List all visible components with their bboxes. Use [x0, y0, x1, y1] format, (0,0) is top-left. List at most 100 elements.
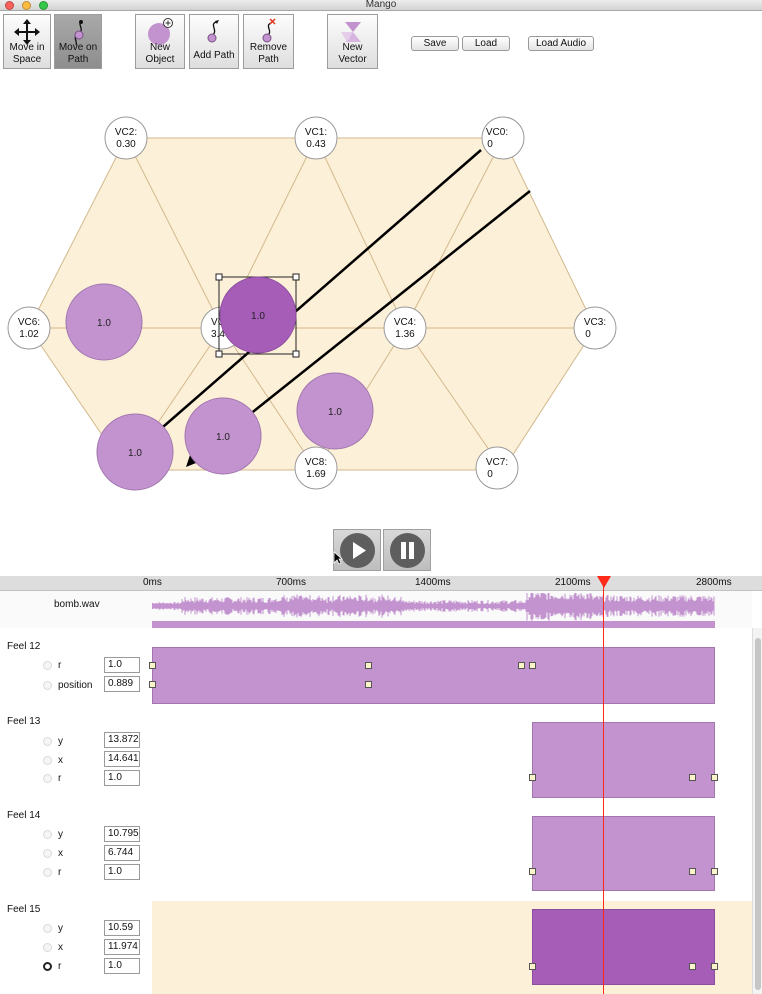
- vector-node-vc1[interactable]: VC1: 0.43: [294, 116, 338, 160]
- pause-icon: [390, 533, 425, 568]
- new-object-label: New Object: [136, 42, 184, 66]
- feel-clip[interactable]: [152, 647, 715, 704]
- resize-handle[interactable]: [215, 350, 223, 358]
- vector-node-vc3[interactable]: VC3: 0: [573, 306, 617, 350]
- new-object-button[interactable]: New Object: [135, 14, 185, 69]
- feel-object-selected[interactable]: 1.0: [215, 273, 300, 358]
- add-path-button[interactable]: Add Path: [189, 14, 239, 69]
- param-value-field[interactable]: 1.0: [104, 657, 140, 673]
- feel-clip[interactable]: [532, 722, 715, 798]
- minimize-window-button[interactable]: [22, 1, 31, 10]
- vc0-value: 0: [487, 139, 493, 150]
- param-value-field[interactable]: 0.889: [104, 676, 140, 692]
- playhead-marker-icon[interactable]: [597, 576, 611, 589]
- move-in-space-button[interactable]: Move in Space: [3, 14, 51, 69]
- vector-node-vc0[interactable]: VC0: 0: [481, 116, 525, 160]
- vc1-value: 0.43: [306, 139, 326, 150]
- keyframe[interactable]: [365, 662, 372, 669]
- save-button[interactable]: Save: [411, 36, 459, 51]
- feel-object[interactable]: 1.0: [296, 372, 374, 450]
- param-radio-selected[interactable]: [43, 962, 52, 971]
- keyframe[interactable]: [711, 963, 718, 970]
- vector-node-vc6[interactable]: VC6: 1.02: [7, 306, 51, 350]
- keyframe[interactable]: [711, 774, 718, 781]
- vector-node-vc8[interactable]: VC8: 1.69: [294, 446, 338, 490]
- param-radio[interactable]: [43, 756, 52, 765]
- param-value-field[interactable]: 10.59: [104, 920, 140, 936]
- param-name: x: [58, 942, 63, 953]
- keyframe[interactable]: [689, 963, 696, 970]
- vector-node-vc2[interactable]: VC2: 0.30: [104, 116, 148, 160]
- remove-path-button[interactable]: Remove Path: [243, 14, 294, 69]
- audio-waveform[interactable]: [152, 593, 715, 629]
- feel-clip[interactable]: [532, 909, 715, 985]
- param-value-field[interactable]: 1.0: [104, 958, 140, 974]
- vc8-name: VC8:: [305, 457, 327, 468]
- param-name: y: [58, 736, 63, 747]
- resize-handle[interactable]: [292, 350, 300, 358]
- vc8-value: 1.69: [306, 469, 326, 480]
- param-value-field[interactable]: 1.0: [104, 770, 140, 786]
- move-arrows-icon: [14, 19, 40, 45]
- path-move-icon: [74, 20, 84, 46]
- move-on-path-button[interactable]: Move on Path: [54, 14, 102, 69]
- load-audio-button[interactable]: Load Audio: [528, 36, 594, 51]
- load-button[interactable]: Load: [462, 36, 510, 51]
- new-vector-button[interactable]: New Vector: [327, 14, 378, 69]
- feel-object-label: 1.0: [97, 318, 111, 329]
- play-button[interactable]: [333, 529, 381, 571]
- tick-label: 700ms: [276, 577, 307, 588]
- keyframe[interactable]: [529, 774, 536, 781]
- vc6-name: VC6:: [18, 317, 40, 328]
- play-icon: [340, 533, 375, 568]
- param-value-field[interactable]: 11.974: [104, 939, 140, 955]
- param-value-field[interactable]: 13.872: [104, 732, 140, 748]
- vc4-value: 1.36: [395, 329, 415, 340]
- keyframe[interactable]: [529, 868, 536, 875]
- feel-title: Feel 15: [7, 904, 41, 915]
- param-radio[interactable]: [43, 943, 52, 952]
- param-radio[interactable]: [43, 661, 52, 670]
- param-radio[interactable]: [43, 681, 52, 690]
- param-radio[interactable]: [43, 774, 52, 783]
- feel-object[interactable]: 1.0: [65, 283, 143, 361]
- param-value-field[interactable]: 1.0: [104, 864, 140, 880]
- close-window-button[interactable]: [5, 1, 14, 10]
- feel-object[interactable]: 1.0: [96, 413, 174, 491]
- param-value-field[interactable]: 14.641: [104, 751, 140, 767]
- resize-handle[interactable]: [215, 273, 223, 281]
- resize-handle[interactable]: [292, 273, 300, 281]
- param-radio[interactable]: [43, 830, 52, 839]
- zoom-window-button[interactable]: [39, 1, 48, 10]
- time-ruler[interactable]: 0ms 700ms 1400ms 2100ms 2800ms: [0, 576, 762, 591]
- param-name: position: [58, 680, 93, 691]
- keyframe[interactable]: [689, 868, 696, 875]
- pause-button[interactable]: [383, 529, 431, 571]
- param-radio[interactable]: [43, 924, 52, 933]
- vector-space-canvas[interactable]: VC2: 0.30 VC1: 0.43 VC0: 0 VC6: 1.02 VC …: [0, 72, 762, 528]
- keyframe[interactable]: [529, 662, 536, 669]
- vc6-value: 1.02: [19, 329, 39, 340]
- scrollbar-thumb[interactable]: [755, 638, 761, 990]
- keyframe[interactable]: [365, 681, 372, 688]
- vector-node-vc7[interactable]: VC7: 0: [475, 446, 519, 490]
- param-value-field[interactable]: 10.795: [104, 826, 140, 842]
- feel-object[interactable]: 1.0: [184, 397, 262, 475]
- param-name: r: [58, 773, 62, 784]
- feel-track-selected: [152, 901, 752, 994]
- feel-clip[interactable]: [532, 816, 715, 891]
- tick-label: 2800ms: [696, 577, 732, 588]
- keyframe[interactable]: [518, 662, 525, 669]
- keyframe[interactable]: [149, 662, 156, 669]
- keyframe[interactable]: [529, 963, 536, 970]
- param-radio[interactable]: [43, 737, 52, 746]
- keyframe[interactable]: [689, 774, 696, 781]
- timeline-scrollbar[interactable]: [752, 628, 762, 994]
- keyframe[interactable]: [711, 868, 718, 875]
- param-radio[interactable]: [43, 849, 52, 858]
- vector-node-vc4[interactable]: VC4: 1.36: [383, 306, 427, 350]
- param-value-field[interactable]: 6.744: [104, 845, 140, 861]
- param-radio[interactable]: [43, 868, 52, 877]
- keyframe[interactable]: [149, 681, 156, 688]
